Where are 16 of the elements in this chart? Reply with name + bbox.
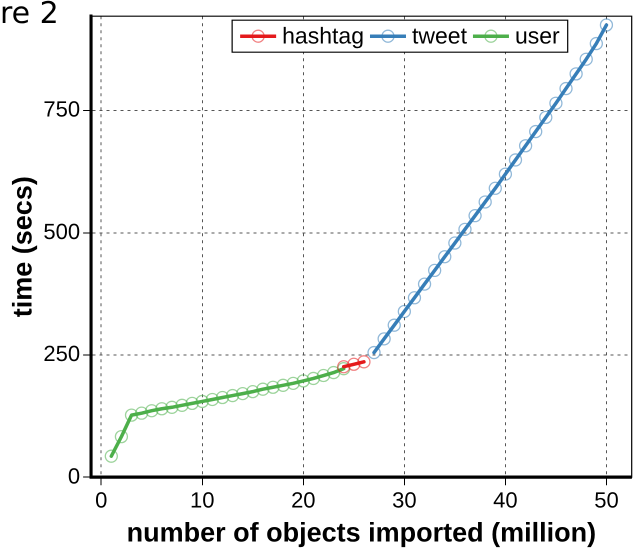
x-tick-label: 50	[594, 487, 619, 512]
y-tick-label: 250	[43, 341, 80, 366]
x-tick-label: 30	[392, 487, 417, 512]
x-tick-label: 40	[493, 487, 518, 512]
x-tick-label: 20	[291, 487, 316, 512]
y-tick-label: 500	[43, 218, 80, 244]
x-axis-title: number of objects imported (million)	[126, 517, 596, 548]
legend-label: tweet	[412, 22, 468, 49]
legend-label: hashtag	[282, 22, 364, 49]
y-axis-title: time (secs)	[8, 176, 38, 318]
legend-label: user	[514, 22, 560, 49]
text: re 2	[0, 0, 59, 33]
y-tick-label: 750	[43, 96, 80, 122]
x-tick-label: 10	[190, 487, 214, 512]
x-tick-label: 0	[95, 487, 108, 512]
y-tick-label: 0	[68, 463, 80, 488]
